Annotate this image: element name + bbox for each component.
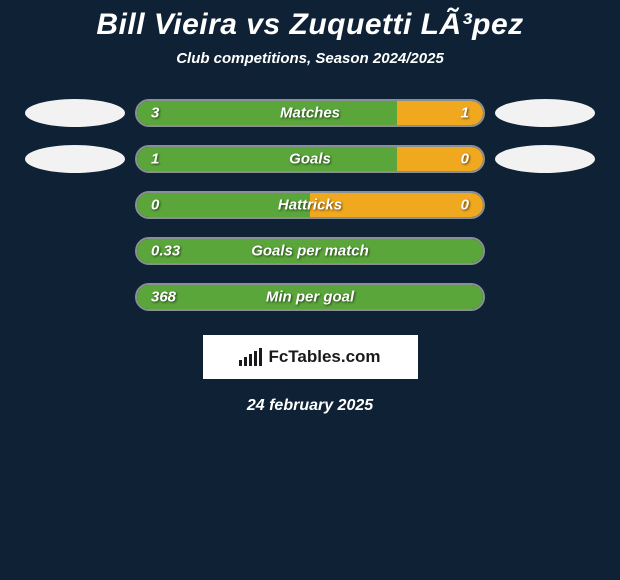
subtitle: Club competitions, Season 2024/2025: [0, 50, 620, 67]
stat-row: 0.33 Goals per match: [10, 237, 610, 265]
player-photo-right: [495, 145, 595, 173]
logo: FcTables.com: [203, 335, 418, 379]
stat-label: Goals per match: [251, 243, 369, 260]
spacer: [495, 191, 595, 219]
logo-text: FcTables.com: [268, 347, 380, 367]
stat-value-left: 0.33: [151, 243, 180, 260]
spacer: [25, 237, 125, 265]
bar-left-fill: [137, 147, 397, 171]
logo-bars-icon: [239, 348, 262, 366]
stat-bar: 3 Matches 1: [135, 99, 485, 127]
player-photo-left: [25, 145, 125, 173]
bar-right-fill: [397, 147, 484, 171]
stat-row: 0 Hattricks 0: [10, 191, 610, 219]
stat-value-right: 0: [461, 197, 469, 214]
player-photo-right: [495, 99, 595, 127]
spacer: [495, 283, 595, 311]
spacer: [25, 283, 125, 311]
stat-label: Min per goal: [266, 289, 354, 306]
bar-left-fill: [137, 101, 397, 125]
stat-value-left: 368: [151, 289, 176, 306]
stat-value-left: 0: [151, 197, 159, 214]
spacer: [495, 237, 595, 265]
stat-row: 368 Min per goal: [10, 283, 610, 311]
stat-label: Goals: [289, 151, 331, 168]
bar-right-fill: [397, 101, 484, 125]
stat-row: 3 Matches 1: [10, 99, 610, 127]
stat-bar: 0.33 Goals per match: [135, 237, 485, 265]
date-text: 24 february 2025: [0, 397, 620, 415]
stat-bar: 368 Min per goal: [135, 283, 485, 311]
stat-row: 1 Goals 0: [10, 145, 610, 173]
comparison-card: Bill Vieira vs Zuquetti LÃ³pez Club comp…: [0, 0, 620, 580]
stat-label: Hattricks: [278, 197, 342, 214]
stat-bar: 0 Hattricks 0: [135, 191, 485, 219]
stat-label: Matches: [280, 105, 340, 122]
page-title: Bill Vieira vs Zuquetti LÃ³pez: [0, 0, 620, 42]
player-photo-left: [25, 99, 125, 127]
stat-value-left: 1: [151, 151, 159, 168]
stat-value-left: 3: [151, 105, 159, 122]
stat-rows: 3 Matches 1 1 Goals 0 0 Hattricks 0 0.33 Goals per…: [0, 99, 620, 311]
stat-value-right: 0: [461, 151, 469, 168]
spacer: [25, 191, 125, 219]
stat-bar: 1 Goals 0: [135, 145, 485, 173]
stat-value-right: 1: [461, 105, 469, 122]
